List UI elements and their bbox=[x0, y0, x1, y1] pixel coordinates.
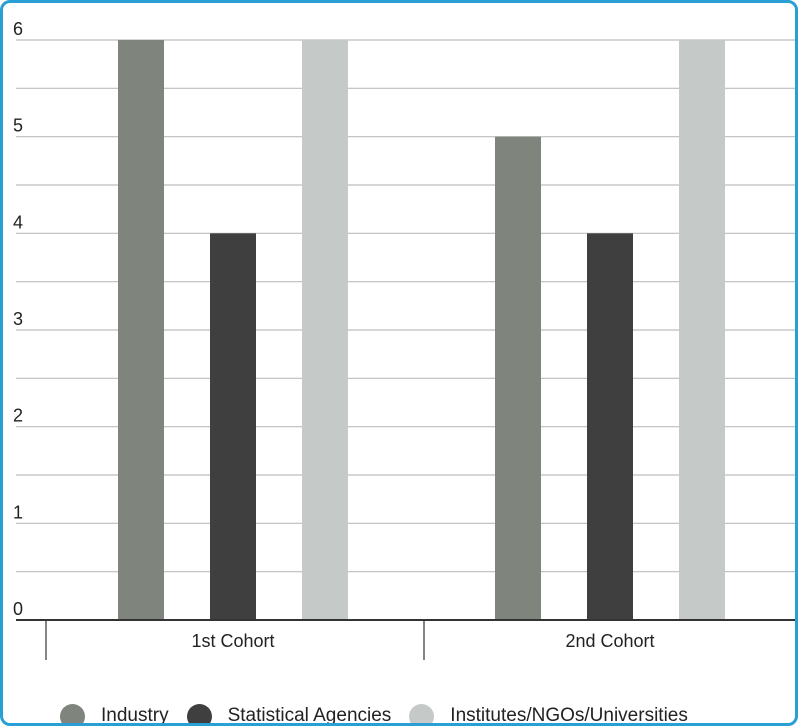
y-tick-label: 3 bbox=[13, 309, 23, 329]
bar-industry-2 bbox=[495, 136, 541, 620]
legend-item-industry: Industry bbox=[60, 703, 169, 726]
x-axis: 1st Cohort 2nd Cohort bbox=[16, 619, 795, 660]
legend-label-statistical-agencies: Statistical Agencies bbox=[227, 705, 392, 726]
bars bbox=[118, 40, 725, 621]
legend-label-institutes: Institutes/NGOs/Universities bbox=[450, 705, 688, 726]
bar-chart: 0 1 2 3 4 5 6 1st Cohort 2nd Cohort bbox=[13, 19, 795, 660]
bar-industry-1 bbox=[118, 40, 164, 620]
y-tick-label: 4 bbox=[13, 212, 23, 232]
x-category-label: 1st Cohort bbox=[191, 631, 274, 651]
bar-institutes-ngos-universities-1 bbox=[302, 40, 348, 620]
legend-swatch-institutes bbox=[409, 703, 435, 723]
legend-swatch-industry bbox=[60, 703, 85, 723]
bar-statistical-agencies-1 bbox=[210, 233, 256, 621]
legend: Industry Statistical Agencies Institutes… bbox=[60, 703, 706, 726]
y-axis-ticks: 0 1 2 3 4 5 6 bbox=[13, 19, 23, 619]
y-tick-label: 5 bbox=[13, 116, 23, 136]
y-tick-label: 1 bbox=[13, 502, 23, 522]
legend-item-institutes: Institutes/NGOs/Universities bbox=[409, 703, 688, 726]
y-tick-label: 2 bbox=[13, 406, 23, 426]
y-tick-label: 6 bbox=[13, 19, 23, 39]
bar-institutes-ngos-universities-2 bbox=[679, 40, 725, 620]
legend-item-statistical-agencies: Statistical Agencies bbox=[186, 703, 392, 726]
x-category-label: 2nd Cohort bbox=[565, 631, 654, 651]
legend-label-industry: Industry bbox=[101, 705, 169, 726]
legend-swatch-statistical-agencies bbox=[186, 703, 212, 723]
bar-statistical-agencies-2 bbox=[587, 233, 633, 621]
y-tick-label: 0 bbox=[13, 599, 23, 619]
